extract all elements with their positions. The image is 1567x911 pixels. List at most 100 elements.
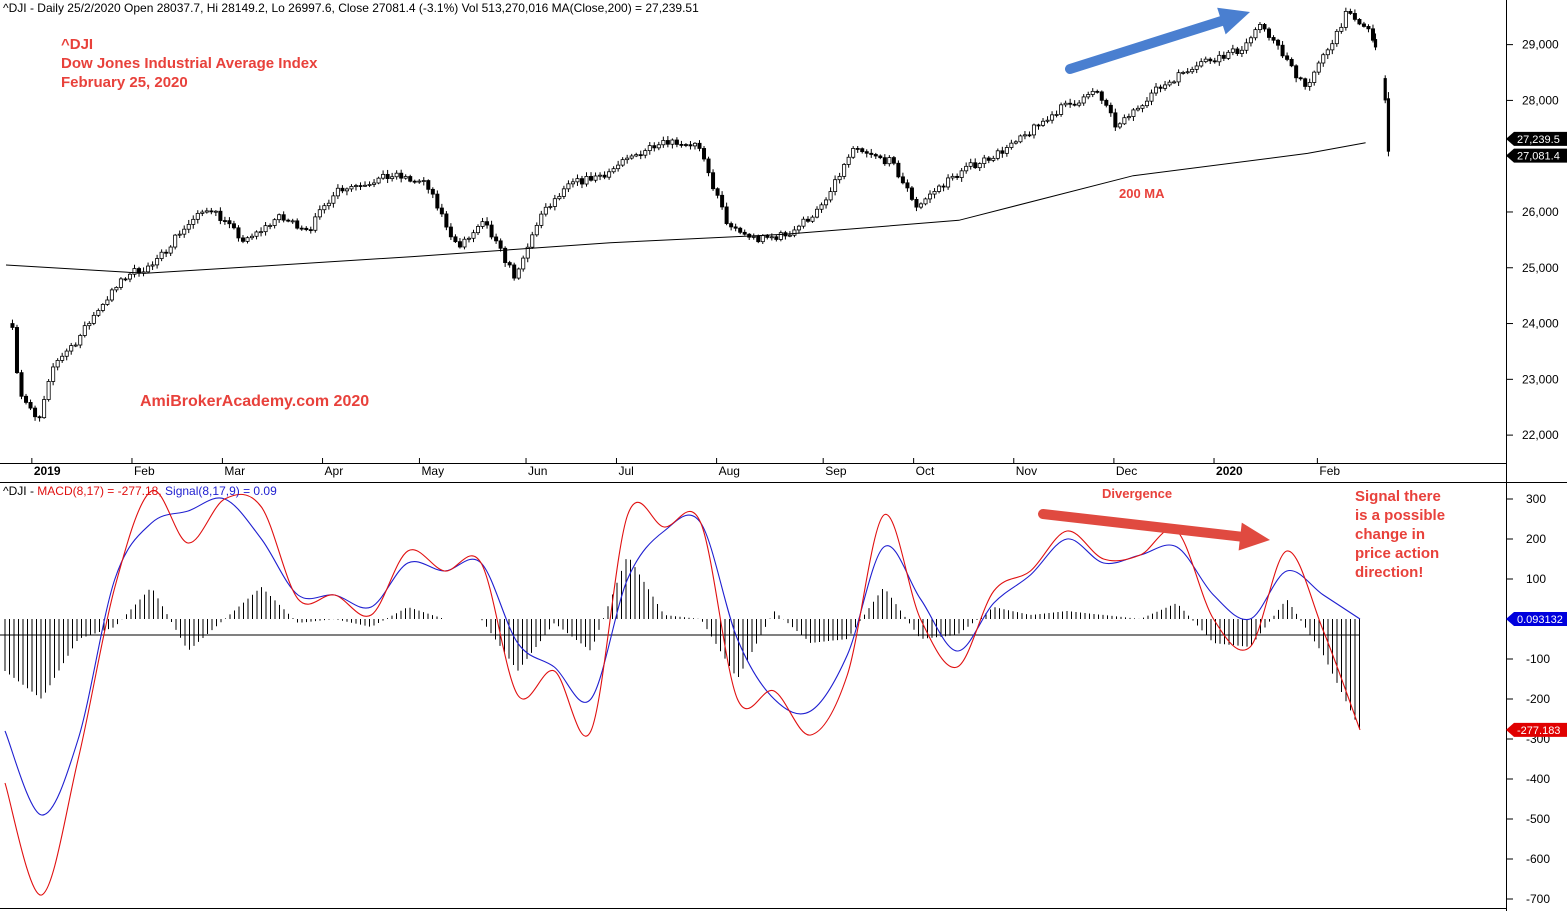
candle-body [1068, 102, 1073, 105]
candle-body [218, 210, 223, 221]
candle-body [647, 145, 652, 152]
candle-body [534, 224, 539, 236]
signal-note-line-1: Signal there [1355, 488, 1441, 505]
macd-value-tag-bg [1506, 722, 1567, 737]
x-tick-label: Jun [528, 464, 547, 478]
candle-body [656, 144, 661, 149]
ma200-line [5, 142, 1366, 274]
candle-body [390, 176, 395, 180]
candle-body [96, 310, 101, 316]
candle-body [408, 176, 413, 182]
x-tick-label: Feb [1319, 464, 1340, 478]
candle-body [14, 327, 19, 374]
candle-body [530, 234, 535, 248]
candle-body [290, 220, 295, 223]
candle-body [326, 202, 331, 207]
candle-body [254, 231, 259, 237]
candle-body [661, 140, 666, 146]
candle-body [729, 223, 734, 228]
candle-body [598, 174, 603, 177]
candle-body [602, 174, 607, 178]
candle-body [900, 176, 905, 184]
candle-body [385, 173, 390, 180]
candle-body [765, 235, 770, 238]
last-value-tags: 27,239.5 27,081.4 0.093132 -277.183 [1506, 131, 1567, 737]
candle-body [1172, 81, 1177, 84]
candle-body [1325, 49, 1330, 56]
candle-body [643, 150, 648, 156]
candle-body [19, 372, 24, 397]
candle-body [579, 178, 584, 185]
candle-body [1312, 71, 1317, 83]
candle-body [561, 188, 566, 197]
x-tick-label: Nov [1016, 464, 1037, 478]
candle-body [702, 148, 707, 160]
candle-body [950, 175, 955, 179]
candle-body [955, 175, 960, 178]
candle-body [118, 278, 123, 288]
candle-body [805, 218, 810, 222]
candle-body [928, 193, 933, 200]
candle-body [250, 235, 255, 239]
macd-y-tick-label: -200 [1526, 692, 1550, 706]
macd-chart-panel [0, 490, 1361, 896]
x-tick-label: Feb [134, 464, 155, 478]
candle-body [733, 226, 738, 229]
candle-body [195, 212, 200, 220]
candle-body [78, 335, 83, 346]
candle-body [1036, 124, 1041, 127]
candle-body [299, 227, 304, 230]
candle-body [1154, 86, 1159, 94]
macd-ticker-prefix: ^DJI - [3, 484, 38, 498]
candlestick-series [10, 7, 1391, 422]
candle-body [100, 304, 105, 311]
candle-body [1090, 90, 1095, 95]
candle-body [711, 172, 716, 190]
candle-body [828, 191, 833, 201]
candle-body [353, 185, 358, 187]
candle-body [263, 225, 268, 233]
candle-body [1248, 37, 1253, 44]
candle-body [1203, 58, 1208, 63]
candle-body [399, 172, 404, 179]
candle-body [923, 198, 928, 205]
price-y-axis-labels: 22,00023,00024,00025,00026,00027,00028,0… [1506, 38, 1559, 442]
candle-body [706, 158, 711, 174]
candle-body [819, 204, 824, 210]
candle-body [1226, 51, 1231, 59]
candle-body [1307, 82, 1312, 87]
signal-note-line-5: direction! [1355, 564, 1424, 581]
candle-body [864, 151, 869, 154]
candle-body [435, 193, 440, 209]
candle-body [774, 236, 779, 240]
macd-y-tick-label: 200 [1526, 532, 1546, 546]
candle-body [968, 162, 973, 167]
candle-body [412, 180, 417, 183]
down-arrow-head [1238, 522, 1270, 551]
candle-body [593, 175, 598, 181]
candle-body [1370, 28, 1375, 41]
candle-body [697, 142, 702, 149]
candle-body [28, 402, 33, 409]
candle-body [1386, 98, 1391, 152]
candle-body [1280, 44, 1285, 57]
candle-body [24, 395, 29, 403]
candle-body [69, 345, 74, 352]
candle-body [87, 322, 92, 327]
x-tick-label: Jul [618, 464, 633, 478]
candle-body [674, 139, 679, 145]
candle-body [381, 173, 386, 179]
candle-body [552, 198, 557, 207]
candle-body [1199, 61, 1204, 67]
candle-body [1113, 112, 1118, 128]
candle-body [376, 177, 381, 184]
candle-body [991, 157, 996, 161]
annotation-date: February 25, 2020 [61, 74, 188, 91]
candle-body [281, 214, 286, 221]
price-y-tick-label: 25,000 [1522, 261, 1559, 275]
candle-body [64, 350, 69, 357]
candle-body [1285, 55, 1290, 60]
candle-body [1140, 105, 1145, 109]
macd-y-tick-label: -400 [1526, 772, 1550, 786]
candle-body [625, 157, 630, 161]
